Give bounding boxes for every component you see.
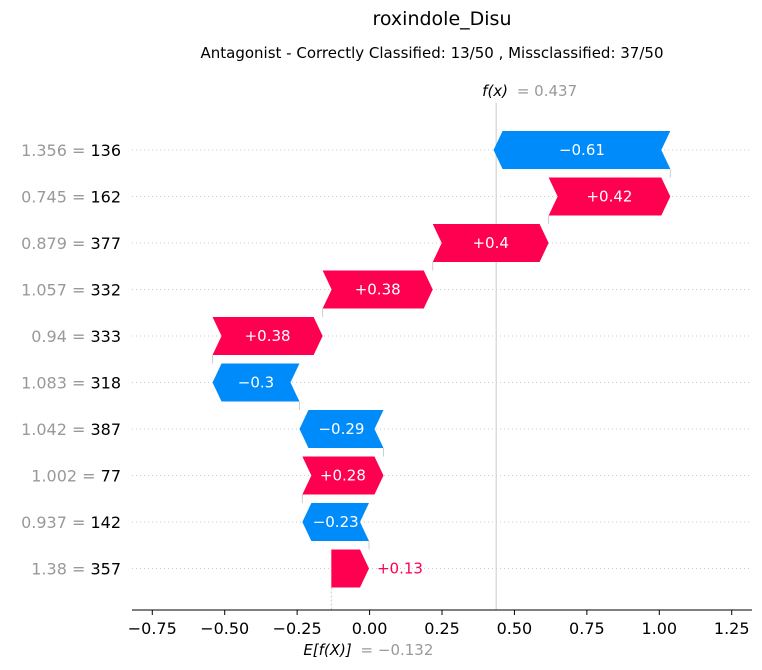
bars-layer: −0.61 +0.42 +0.4 +0.38 +0.38 −0.3 −0.29 +0.28 −0… xyxy=(212,131,671,588)
bar-162 xyxy=(548,177,671,216)
feature-label-162: 0.745 = 162 xyxy=(21,188,121,207)
feature-labels: 1.356 = 136 0.745 = 162 0.879 = 377 1.057 =… xyxy=(21,141,121,579)
feature-value: 1.002 = xyxy=(31,467,100,486)
feature-name: 162 xyxy=(90,188,121,207)
feature-label-357: 1.38 = 357 xyxy=(31,560,121,579)
x-tick-label: −0.25 xyxy=(273,619,322,638)
bar-value-label: −0.3 xyxy=(238,374,274,392)
x-tick-label: 1.25 xyxy=(714,619,750,638)
chart-title: roxindole_Disu xyxy=(372,8,511,30)
bar-value-label: +0.38 xyxy=(355,281,401,299)
feature-name: 318 xyxy=(90,374,121,393)
x-tick-label: 0.25 xyxy=(424,619,460,638)
feature-label-377: 0.879 = 377 xyxy=(21,234,121,253)
feature-value: 0.745 = xyxy=(21,188,90,207)
feature-value: 0.937 = xyxy=(21,513,90,532)
expected-label-fn: E[f(X)] xyxy=(303,641,352,659)
expected-value-label: E[f(X)] = −0.132 xyxy=(303,641,433,659)
fx-label-fn: f(x) xyxy=(482,82,508,100)
bar-value-label: −0.61 xyxy=(559,141,605,159)
bar-value-label: −0.23 xyxy=(313,513,359,531)
feature-label-318: 1.083 = 318 xyxy=(21,374,121,393)
feature-name: 142 xyxy=(90,513,121,532)
feature-value: 1.356 = xyxy=(21,141,90,160)
bar-value-label: +0.38 xyxy=(245,327,291,345)
feature-name: 387 xyxy=(90,420,121,439)
bar-318 xyxy=(212,363,300,402)
bar-333 xyxy=(212,317,323,355)
feature-value: 0.94 = xyxy=(31,327,90,346)
x-tick-label: −0.50 xyxy=(200,619,249,638)
feature-label-387: 1.042 = 387 xyxy=(21,420,121,439)
bar-value-label: +0.4 xyxy=(472,234,508,252)
x-tick-label: 0.75 xyxy=(569,619,605,638)
feature-name: 332 xyxy=(90,281,121,300)
expected-label-eq: = −0.132 xyxy=(361,641,434,659)
x-axis: −0.75 −0.50 −0.25 0.00 0.25 0.50 0.75 1.00 1.25 xyxy=(128,609,752,638)
x-tick-label: 1.00 xyxy=(641,619,677,638)
bar-387 xyxy=(299,410,384,448)
x-tick-label: 0.00 xyxy=(352,619,388,638)
bar-142 xyxy=(302,503,369,541)
feature-label-332: 1.057 = 332 xyxy=(21,281,121,300)
feature-value: 1.38 = xyxy=(31,560,90,579)
bar-377 xyxy=(432,224,549,262)
bar-value-label: +0.42 xyxy=(586,188,632,206)
bar-136 xyxy=(493,131,671,169)
x-tick-label: −0.75 xyxy=(128,619,177,638)
feature-name: 357 xyxy=(90,560,121,579)
feature-name: 136 xyxy=(90,141,121,160)
bar-357 xyxy=(331,549,369,588)
feature-label-136: 1.356 = 136 xyxy=(21,141,121,160)
fx-label-eq: = 0.437 xyxy=(517,82,577,100)
bar-value-label: −0.29 xyxy=(318,420,364,438)
bar-332 xyxy=(322,270,433,309)
reference-lines xyxy=(330,103,497,610)
feature-label-142: 0.937 = 142 xyxy=(21,513,121,532)
bar-77 xyxy=(302,456,384,495)
feature-name: 333 xyxy=(90,327,121,346)
feature-value: 0.879 = xyxy=(21,234,90,253)
feature-name: 377 xyxy=(90,234,121,253)
feature-label-77: 1.002 = 77 xyxy=(31,467,121,486)
x-tick-label: 0.50 xyxy=(497,619,533,638)
feature-value: 1.057 = xyxy=(21,281,90,300)
fx-label: f(x) = 0.437 xyxy=(482,82,577,100)
feature-label-333: 0.94 = 333 xyxy=(31,327,121,346)
feature-name: 77 xyxy=(101,467,121,486)
bar-value-label: +0.28 xyxy=(320,467,366,485)
feature-value: 1.083 = xyxy=(21,374,90,393)
chart-subtitle: Antagonist - Correctly Classified: 13/50… xyxy=(201,44,664,62)
feature-value: 1.042 = xyxy=(21,420,90,439)
bar-value-label: +0.13 xyxy=(377,560,423,578)
